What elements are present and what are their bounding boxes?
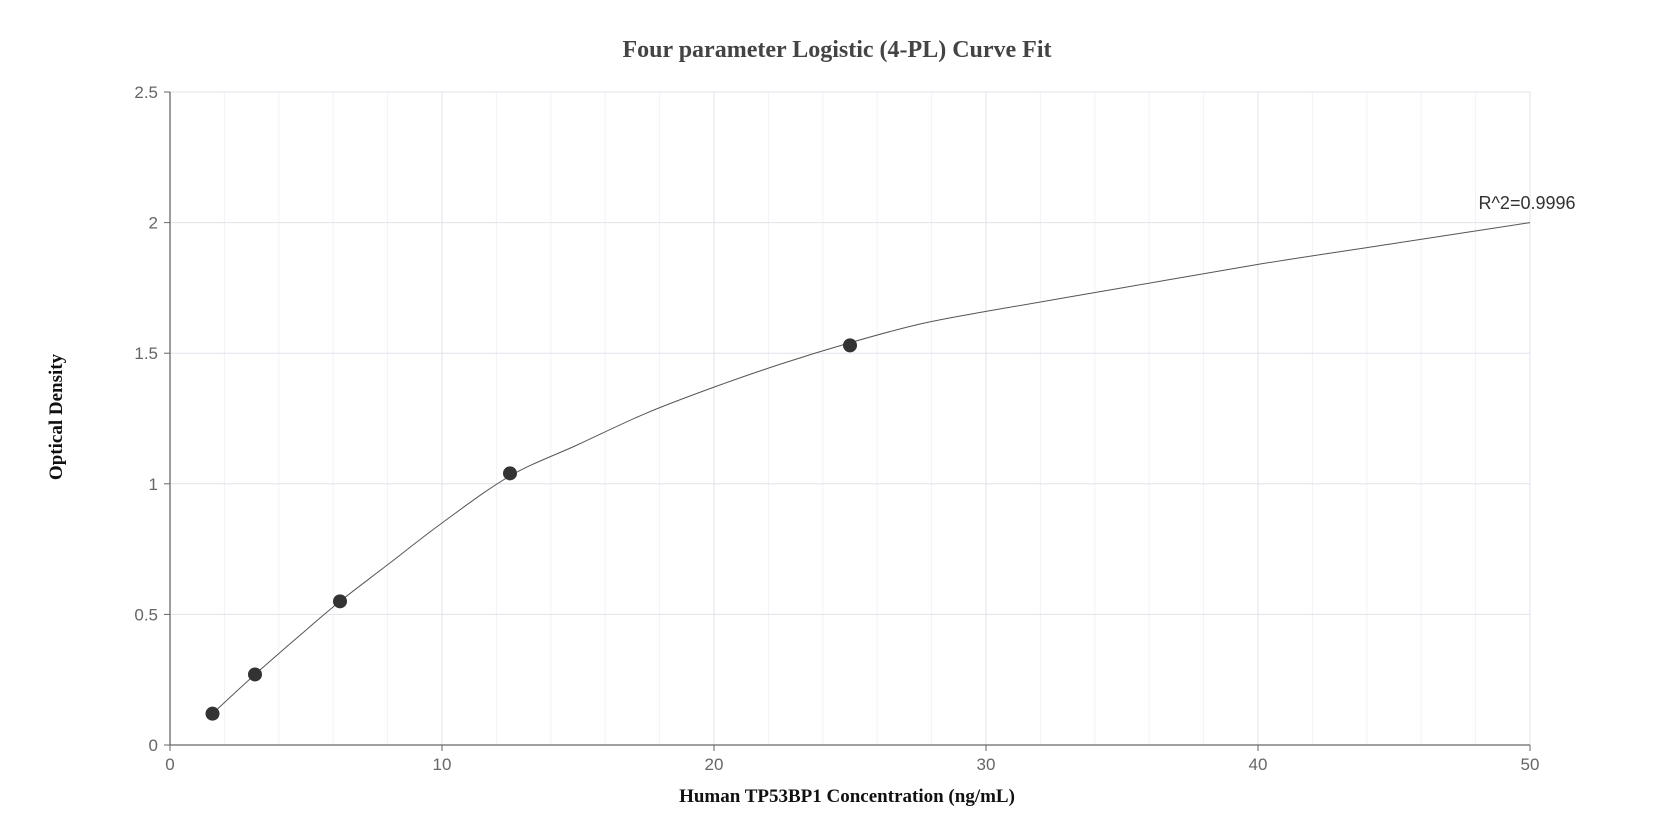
x-tick-label: 10	[433, 755, 452, 774]
y-tick-label: 1	[149, 475, 158, 494]
y-tick-label: 0	[149, 736, 158, 755]
x-tick-label: 50	[1521, 755, 1540, 774]
data-point	[843, 338, 857, 353]
tick-labels: 0 10 20 30 40 50 0 0.5 1 1.5 2 2.5	[134, 83, 1539, 774]
y-tick-label: 2	[149, 214, 158, 233]
data-point	[248, 667, 262, 682]
x-tick-label: 0	[165, 755, 174, 774]
data-point	[333, 594, 347, 609]
x-axis-title: Human TP53BP1 Concentration (ng/mL)	[679, 786, 1015, 807]
x-tick-label: 20	[705, 755, 724, 774]
y-tick-label: 2.5	[134, 83, 158, 102]
y-tick-label: 0.5	[134, 605, 158, 624]
data-point	[503, 466, 517, 481]
data-points	[205, 338, 857, 721]
data-point	[205, 706, 220, 721]
r-squared-annotation: R^2=0.9996	[1478, 193, 1575, 213]
grid	[170, 91, 1531, 745]
fit-curve	[212, 222, 1531, 715]
y-axis-title: Optical Density	[46, 353, 67, 480]
axes	[164, 91, 1531, 751]
x-tick-label: 40	[1249, 755, 1268, 774]
y-tick-label: 1.5	[134, 344, 158, 363]
chart-title: Four parameter Logistic (4-PL) Curve Fit	[622, 37, 1051, 63]
x-tick-label: 30	[977, 755, 996, 774]
